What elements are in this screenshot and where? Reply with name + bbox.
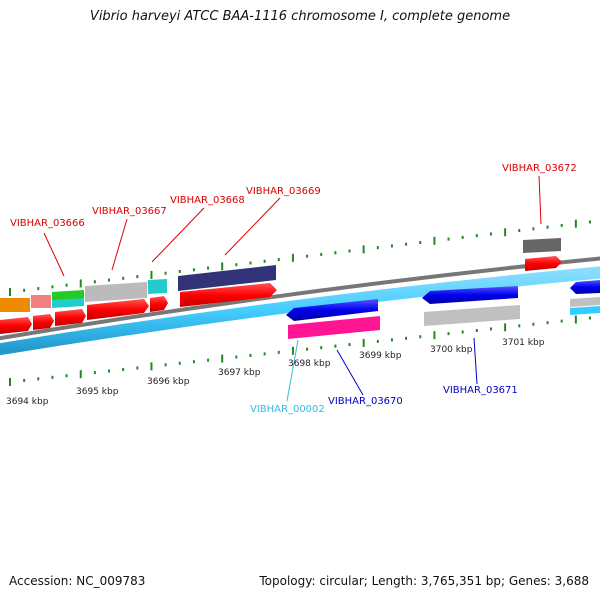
backbone-line [0, 256, 600, 341]
gene-arrow-2 [33, 314, 54, 330]
gene-arrow-7 [525, 256, 562, 271]
tick-label-3700: 3700 kbp [430, 345, 473, 355]
gene-pseudo-edge [570, 297, 600, 307]
gene-block-darkgray [523, 238, 561, 253]
gene-label-03668: VIBHAR_03668 [170, 195, 245, 206]
gene-arrow-rev-1 [286, 299, 378, 321]
leader-03668 [151, 207, 205, 263]
reverse-strand-genes [286, 280, 600, 339]
gene-block-cyan [148, 279, 167, 294]
gene-labels: VIBHAR_03666 VIBHAR_03667 VIBHAR_03668 V… [10, 163, 577, 415]
gene-label-03671: VIBHAR_03671 [443, 385, 518, 396]
tick-label-3698: 3698 kbp [288, 359, 331, 369]
leader-03670 [336, 349, 364, 396]
tick-labels: 3694 kbp 3695 kbp 3696 kbp 3697 kbp 3698… [6, 338, 545, 407]
gene-label-03669: VIBHAR_03669 [246, 186, 321, 197]
gene-cyan-edge [570, 306, 600, 315]
forward-strand-genes [0, 238, 562, 334]
inner-tick-row [9, 315, 591, 386]
gene-label-03672: VIBHAR_03672 [502, 163, 577, 174]
gene-arrow-rev-2 [422, 286, 518, 304]
gene-label-00002: VIBHAR_00002 [250, 404, 325, 415]
leader-03669 [224, 197, 281, 256]
leader-03671 [473, 337, 478, 385]
gene-arrow-1 [0, 317, 32, 334]
gene-arrow-5 [150, 296, 168, 312]
gene-block-salmon [31, 295, 51, 308]
label-leaders [43, 175, 542, 402]
leader-03667 [111, 218, 128, 271]
tick-label-3699: 3699 kbp [359, 351, 402, 361]
outer-tick-row [9, 219, 591, 296]
leader-03672 [538, 175, 542, 225]
gene-arrow-3 [55, 309, 86, 326]
backbone [0, 256, 600, 356]
gene-label-03667: VIBHAR_03667 [92, 206, 167, 217]
gene-rna [288, 316, 380, 339]
gene-pseudo-gray [424, 305, 520, 326]
gene-block-teal [52, 298, 84, 308]
gene-label-03666: VIBHAR_03666 [10, 218, 85, 229]
map-title: Vibrio harveyi ATCC BAA-1116 chromosome … [89, 9, 511, 24]
gene-block-orange [0, 298, 30, 312]
tick-label-3695: 3695 kbp [76, 387, 119, 397]
gene-arrow-rev-3 [570, 280, 600, 294]
cds-band [0, 266, 600, 356]
gene-arrow-4 [87, 299, 149, 320]
gene-arrow-6 [180, 283, 277, 307]
gene-label-03670: VIBHAR_03670 [328, 396, 403, 407]
tick-label-3701: 3701 kbp [502, 338, 545, 348]
leader-03666 [43, 232, 65, 277]
accession-text: Accession: NC_009783 [9, 574, 146, 588]
tick-label-3696: 3696 kbp [147, 377, 190, 387]
gene-block-gray [85, 282, 147, 302]
tick-label-3697: 3697 kbp [218, 368, 261, 378]
leader-00002 [286, 339, 299, 402]
tick-label-3694: 3694 kbp [6, 397, 49, 407]
gene-arrow-03669 [178, 265, 276, 291]
genome-summary-text: Topology: circular; Length: 3,765,351 bp… [259, 574, 589, 588]
